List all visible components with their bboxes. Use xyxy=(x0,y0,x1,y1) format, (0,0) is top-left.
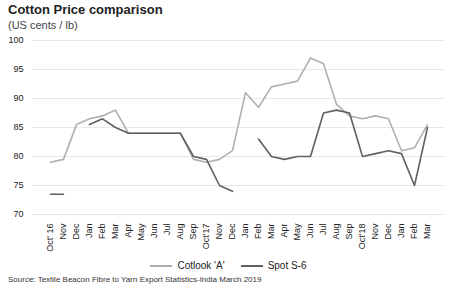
svg-text:Oct'18: Oct'18 xyxy=(357,224,367,250)
svg-text:85: 85 xyxy=(13,122,23,132)
svg-text:Aug: Aug xyxy=(331,224,341,240)
svg-text:Oct' 16: Oct' 16 xyxy=(45,224,55,252)
html-text:Cotlook 'A': Cotlook 'A' xyxy=(177,260,225,271)
svg-text:100: 100 xyxy=(8,35,23,45)
svg-text:Feb: Feb xyxy=(253,224,263,240)
svg-text:80: 80 xyxy=(13,151,23,161)
svg-text:Dec: Dec xyxy=(71,223,81,240)
html-text:(US cents / lb): (US cents / lb) xyxy=(8,19,78,31)
svg-text:Mar: Mar xyxy=(266,223,276,239)
svg-text:Feb: Feb xyxy=(97,224,107,240)
svg-text:Apr: Apr xyxy=(123,224,133,238)
svg-text:Dec: Dec xyxy=(383,223,393,240)
svg-text:Jun: Jun xyxy=(305,224,315,239)
svg-text:May: May xyxy=(292,223,302,241)
html-text:Spot S-6: Spot S-6 xyxy=(267,260,307,271)
svg-text:Jul: Jul xyxy=(318,224,328,236)
svg-text:Mar: Mar xyxy=(110,223,120,239)
svg-text:Jun: Jun xyxy=(149,224,159,239)
svg-text:Jan: Jan xyxy=(396,224,406,239)
svg-text:Dec: Dec xyxy=(227,223,237,240)
svg-text:Jan: Jan xyxy=(84,224,94,239)
svg-text:75: 75 xyxy=(13,180,23,190)
svg-text:Sep: Sep xyxy=(188,224,198,240)
svg-text:Nov: Nov xyxy=(370,223,380,240)
svg-text:Nov: Nov xyxy=(58,223,68,240)
svg-text:90: 90 xyxy=(13,93,23,103)
svg-text:Sep: Sep xyxy=(344,224,354,240)
svg-text:Mar: Mar xyxy=(422,223,432,239)
svg-text:Jul: Jul xyxy=(162,224,172,236)
svg-text:Apr: Apr xyxy=(279,224,289,238)
svg-text:Oct'17: Oct'17 xyxy=(201,224,211,250)
svg-text:95: 95 xyxy=(13,64,23,74)
svg-text:70: 70 xyxy=(13,209,23,219)
html-text:Source: Textile Beacon Fibre t: Source: Textile Beacon Fibre to Yarn Exp… xyxy=(8,275,262,284)
svg-text:Aug: Aug xyxy=(175,224,185,240)
svg-text:Nov: Nov xyxy=(214,223,224,240)
html-text:Cotton Price comparison: Cotton Price comparison xyxy=(8,2,163,17)
svg-text:Feb: Feb xyxy=(409,224,419,240)
svg-text:Jan: Jan xyxy=(240,224,250,239)
svg-text:May: May xyxy=(136,223,146,241)
